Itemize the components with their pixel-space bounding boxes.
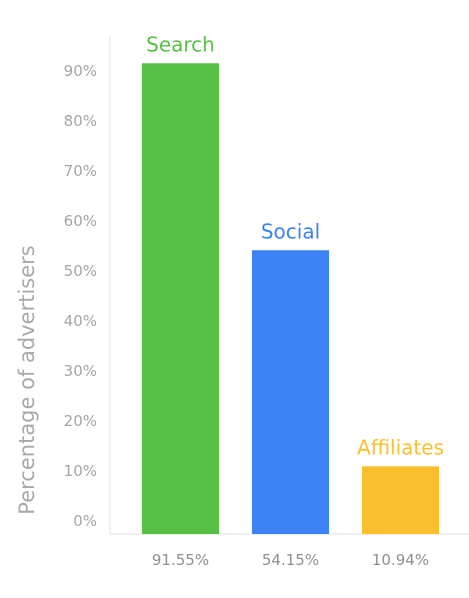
y-tick-label: 70% bbox=[64, 162, 97, 180]
bar bbox=[252, 250, 329, 534]
y-tick-label: 80% bbox=[64, 112, 97, 130]
y-axis-ticks: 0% 10% 20% 30% 40% 50% 60% 70% 80% 90% bbox=[64, 62, 97, 530]
y-tick-label: 40% bbox=[64, 312, 97, 330]
value-label: 91.55% bbox=[152, 551, 209, 569]
y-tick-label: 60% bbox=[64, 212, 97, 230]
bar bbox=[362, 466, 439, 534]
value-labels: 91.55% 54.15% 10.94% bbox=[152, 551, 429, 569]
bars bbox=[142, 63, 439, 534]
category-label: Social bbox=[261, 219, 320, 243]
bar bbox=[142, 63, 219, 534]
category-labels: Search Social Affiliates bbox=[146, 32, 444, 459]
y-tick-label: 0% bbox=[73, 512, 97, 530]
category-label: Search bbox=[146, 32, 215, 56]
y-tick-label: 30% bbox=[64, 362, 97, 380]
value-label: 10.94% bbox=[372, 551, 429, 569]
y-tick-label: 10% bbox=[64, 462, 97, 480]
y-tick-label: 90% bbox=[64, 62, 97, 80]
category-label: Affiliates bbox=[357, 435, 444, 459]
y-tick-label: 50% bbox=[64, 262, 97, 280]
value-label: 54.15% bbox=[262, 551, 319, 569]
y-axis-title: Percentage of advertisers bbox=[15, 245, 39, 514]
y-tick-label: 20% bbox=[64, 412, 97, 430]
